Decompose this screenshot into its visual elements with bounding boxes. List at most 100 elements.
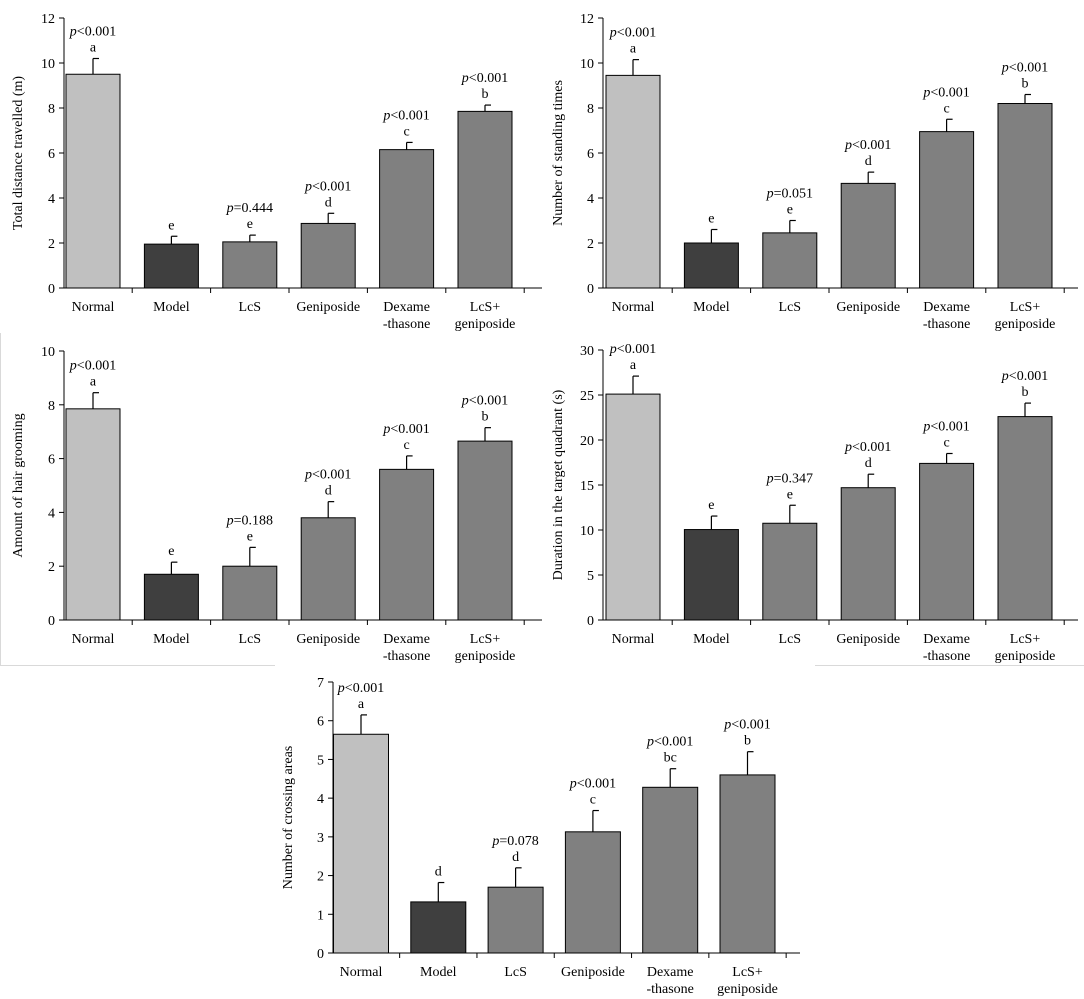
panel-a-ytick-label: 10 [41, 57, 55, 72]
panel-e-ytick-label: 7 [317, 676, 324, 691]
panel-c-pvalue-0: p<0.001 [69, 359, 116, 374]
chart-panel-e: 0 1 2 3 4 5 6 7 Number of crossing areas a p<0.001… [270, 666, 815, 999]
panel-a-pvalue-p: p [304, 179, 312, 194]
panel-e-bar-3 [564, 831, 621, 954]
panel-d-pvalue-p: p [844, 440, 852, 455]
panel-e-ytick-label: 6 [317, 715, 324, 730]
chart-panel-d-svg: 0 5 10 15 20 25 30 Duration in the target quadr… [551, 342, 1078, 664]
panel-a-bar-0 [65, 73, 121, 289]
panel-a-category-label-3: Geniposide [296, 300, 360, 315]
panel-d-ytick-label: 25 [580, 389, 594, 404]
panel-d-letter-1: e [708, 498, 714, 513]
chart-panel-b: 0 2 4 6 8 10 12 Number of standing times a p<0.00… [540, 0, 1084, 333]
panel-b-bar-1 [683, 242, 739, 289]
panel-d-pvalue-p: p [766, 471, 774, 486]
panel-e-pvalue-p: p [491, 834, 499, 849]
panel-e-category-label-5: LcS+ [732, 965, 763, 980]
panel-b-category-label-0: Normal [612, 300, 655, 315]
panel-c-category-label-5: geniposide [455, 649, 516, 664]
chart-panel-d: 0 5 10 15 20 25 30 Duration in the target quadr… [540, 333, 1084, 665]
panel-a-category-label-1: Model [153, 300, 190, 315]
panel-c-pvalue-text: =0.188 [234, 513, 273, 528]
panel-e-pvalue-text: <0.001 [731, 718, 770, 733]
panel-c-ytick-label: 10 [41, 345, 55, 360]
panel-b-bar-0 [605, 74, 661, 289]
panel-e-ytick-label: 5 [317, 753, 324, 768]
chart-panel-c: 0 2 4 6 8 10 Amount of hair grooming a p<0.001 No… [0, 333, 545, 665]
panel-e-letter-2: d [512, 850, 519, 865]
panel-a-letter-2: e [247, 217, 253, 232]
panel-d-category-label-0: Normal [612, 632, 655, 647]
panel-d-letter-2: e [787, 487, 793, 502]
panel-b-ytick-label: 4 [587, 192, 594, 207]
panel-c-ytick-label: 0 [48, 614, 55, 629]
panel-d-pvalue-p: p [922, 420, 930, 435]
panel-b-pvalue-text: <0.001 [1009, 61, 1048, 76]
panel-c-pvalue-p: p [69, 359, 77, 374]
panel-d-bar-4 [919, 462, 975, 621]
panel-d-pvalue-p: p [609, 342, 617, 357]
panel-d-ytick-label: 15 [580, 479, 594, 494]
panel-d-letter-3: d [865, 456, 872, 471]
panel-a-pvalue-p: p [461, 71, 469, 86]
panel-e-category-label-4: Dexame [647, 965, 694, 980]
panel-c-ytick-label: 8 [48, 399, 55, 414]
panel-a-ytick-label: 4 [48, 192, 55, 207]
panel-b-bar-2 [762, 232, 818, 289]
chart-panel-a: 0 2 4 6 8 10 12 Total distance travelled (m) a p<… [0, 0, 545, 333]
panel-c-pvalue-text: <0.001 [312, 468, 351, 483]
panel-a-category-label-5: LcS+ [470, 300, 501, 315]
panel-d-pvalue-text: <0.001 [1009, 369, 1048, 384]
panel-a-ytick-label: 2 [48, 237, 55, 252]
panel-e-category-label-1: Model [420, 965, 457, 980]
panel-c-ytick-label: 2 [48, 560, 55, 575]
panel-b-ytick-label: 10 [580, 57, 594, 72]
panel-e-pvalue-5: p<0.001 [723, 718, 770, 733]
panel-b-ytick-label: 0 [587, 282, 594, 297]
panel-a-bar-5 [457, 110, 513, 289]
panel-b-ytick-label: 2 [587, 237, 594, 252]
panel-b-category-label-3: Geniposide [836, 300, 900, 315]
panel-b-pvalue-3: p<0.001 [844, 138, 891, 153]
panel-e-category-label-4: -thasone [646, 982, 693, 997]
panel-d-pvalue-5: p<0.001 [1001, 369, 1048, 384]
panel-a-pvalue-text: =0.444 [234, 201, 273, 216]
panel-a-letter-0: a [90, 41, 97, 56]
panel-e-letter-5: b [744, 734, 751, 749]
panel-d-category-label-1: Model [693, 632, 730, 647]
panel-e-category-label-3: Geniposide [561, 965, 625, 980]
panel-e-category-label-0: Normal [340, 965, 383, 980]
panel-c-letter-5: b [482, 410, 489, 425]
panel-d-ytick-label: 0 [587, 614, 594, 629]
panel-a-pvalue-5: p<0.001 [461, 71, 508, 86]
panel-e-pvalue-text: <0.001 [654, 735, 693, 750]
panel-a-pvalue-p: p [69, 25, 77, 40]
panel-a-letter-3: d [325, 195, 332, 210]
panel-a-bar-4 [379, 149, 435, 289]
panel-c-category-label-2: LcS [239, 632, 262, 647]
panel-d-pvalue-text: <0.001 [852, 440, 891, 455]
panel-b-pvalue-text: =0.051 [774, 187, 813, 202]
panel-c-pvalue-4: p<0.001 [382, 422, 429, 437]
panel-b-ytick-label: 8 [587, 102, 594, 117]
panel-d-bar-1 [683, 529, 739, 621]
panel-e-ytick-label: 1 [317, 908, 324, 923]
panel-c-pvalue-p: p [304, 468, 312, 483]
panel-a-category-label-0: Normal [72, 300, 115, 315]
panel-c-category-label-4: -thasone [383, 649, 430, 664]
panel-d-category-label-3: Geniposide [836, 632, 900, 647]
panel-b-pvalue-p: p [844, 138, 852, 153]
panel-b-bar-4 [919, 131, 975, 289]
panel-c-letter-3: d [325, 484, 332, 499]
panel-c-category-label-5: LcS+ [470, 632, 501, 647]
panel-e-pvalue-text: =0.078 [499, 834, 538, 849]
panel-c-pvalue-text: <0.001 [77, 359, 116, 374]
panel-b-pvalue-0: p<0.001 [609, 26, 656, 41]
panel-c-letter-2: e [247, 529, 253, 544]
panel-d-ytick-label: 30 [580, 344, 594, 359]
panel-a-bar-2 [222, 241, 278, 289]
